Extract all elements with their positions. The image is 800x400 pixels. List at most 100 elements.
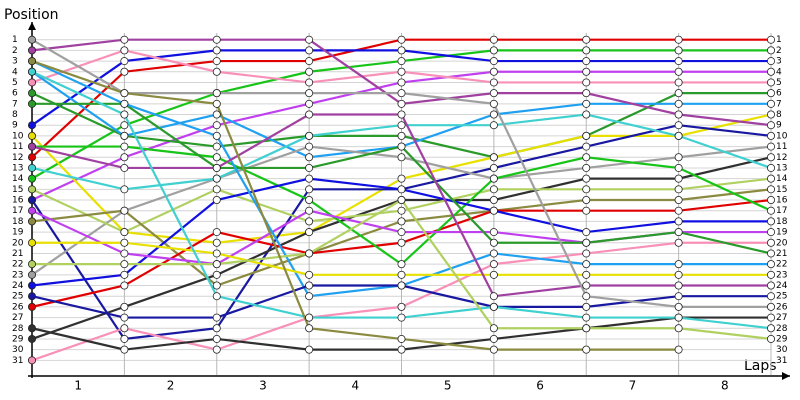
position-marker [397,57,406,66]
position-marker [212,67,221,76]
y-tick-label-right: 22 [776,260,787,270]
y-tick-label-right: 23 [776,270,787,280]
position-marker [212,345,221,354]
position-marker [120,46,129,55]
position-marker [489,195,498,204]
y-tick-label: 27 [12,313,23,323]
y-tick-label-right: 26 [776,302,788,312]
position-marker [27,46,36,55]
position-marker [767,57,776,66]
position-marker [120,185,129,194]
position-marker [582,292,591,301]
position-marker [397,228,406,237]
position-marker [489,228,498,237]
position-marker [674,46,683,55]
position-marker [582,313,591,322]
position-marker [305,217,314,226]
y-tick-label: 26 [12,302,24,312]
y-axis-label: Position [4,7,59,23]
position-marker [305,324,314,333]
position-marker [305,142,314,151]
position-marker [397,185,406,194]
position-marker [767,121,776,130]
y-tick-label: 25 [12,292,23,302]
position-marker [767,46,776,55]
position-marker [27,281,36,290]
position-marker [397,67,406,76]
position-marker [120,228,129,237]
position-marker [397,89,406,98]
position-marker [674,67,683,76]
y-tick-label-right: 18 [776,217,788,227]
position-marker [27,89,36,98]
y-tick-label-right: 8 [776,110,782,120]
position-marker [212,313,221,322]
position-marker [212,121,221,130]
position-marker [120,281,129,290]
position-marker [674,324,683,333]
position-marker [767,131,776,140]
position-marker [767,142,776,151]
y-tick-label: 18 [12,217,24,227]
y-tick-label-right: 14 [776,174,788,184]
y-tick-label-right: 4 [776,67,782,77]
position-marker [212,292,221,301]
position-marker [767,174,776,183]
position-marker [489,153,498,162]
position-marker [120,35,129,44]
x-tick-label: 7 [629,379,637,393]
position-marker [767,260,776,269]
position-marker [582,153,591,162]
position-marker [674,195,683,204]
y-tick-label-right: 2 [776,46,782,56]
position-marker [120,110,129,119]
position-marker [674,270,683,279]
y-tick-label: 20 [12,238,24,248]
position-marker [674,345,683,354]
y-tick-label: 2 [12,46,18,56]
position-marker [305,46,314,55]
position-marker [27,334,36,343]
y-tick-label: 9 [12,121,18,131]
position-marker [767,89,776,98]
y-tick-label-right: 9 [776,121,782,131]
position-marker [212,324,221,333]
position-marker [397,46,406,55]
position-marker [212,270,221,279]
y-tick-label: 5 [12,78,18,88]
position-marker [489,324,498,333]
position-marker [305,35,314,44]
position-marker [27,302,36,311]
position-marker [305,292,314,301]
position-marker [674,228,683,237]
position-marker [582,345,591,354]
position-marker [582,228,591,237]
position-marker [767,67,776,76]
y-tick-label: 14 [12,174,24,184]
position-marker [767,217,776,226]
y-axis-arrow [28,22,36,30]
position-marker [397,153,406,162]
position-marker [767,292,776,301]
position-marker [27,142,36,151]
position-marker [397,206,406,215]
position-marker [767,270,776,279]
position-marker [120,324,129,333]
position-marker [27,217,36,226]
position-marker [582,260,591,269]
position-marker [27,131,36,140]
y-tick-label: 30 [12,345,24,355]
position-marker [212,153,221,162]
position-marker [582,270,591,279]
y-tick-label-right: 21 [776,249,787,259]
position-marker [489,121,498,130]
position-marker [305,110,314,119]
position-marker [767,249,776,258]
position-marker [305,345,314,354]
position-marker [767,110,776,119]
y-tick-label: 28 [12,324,24,334]
y-tick-label: 13 [12,163,23,173]
position-marker [767,195,776,204]
position-marker [212,334,221,343]
